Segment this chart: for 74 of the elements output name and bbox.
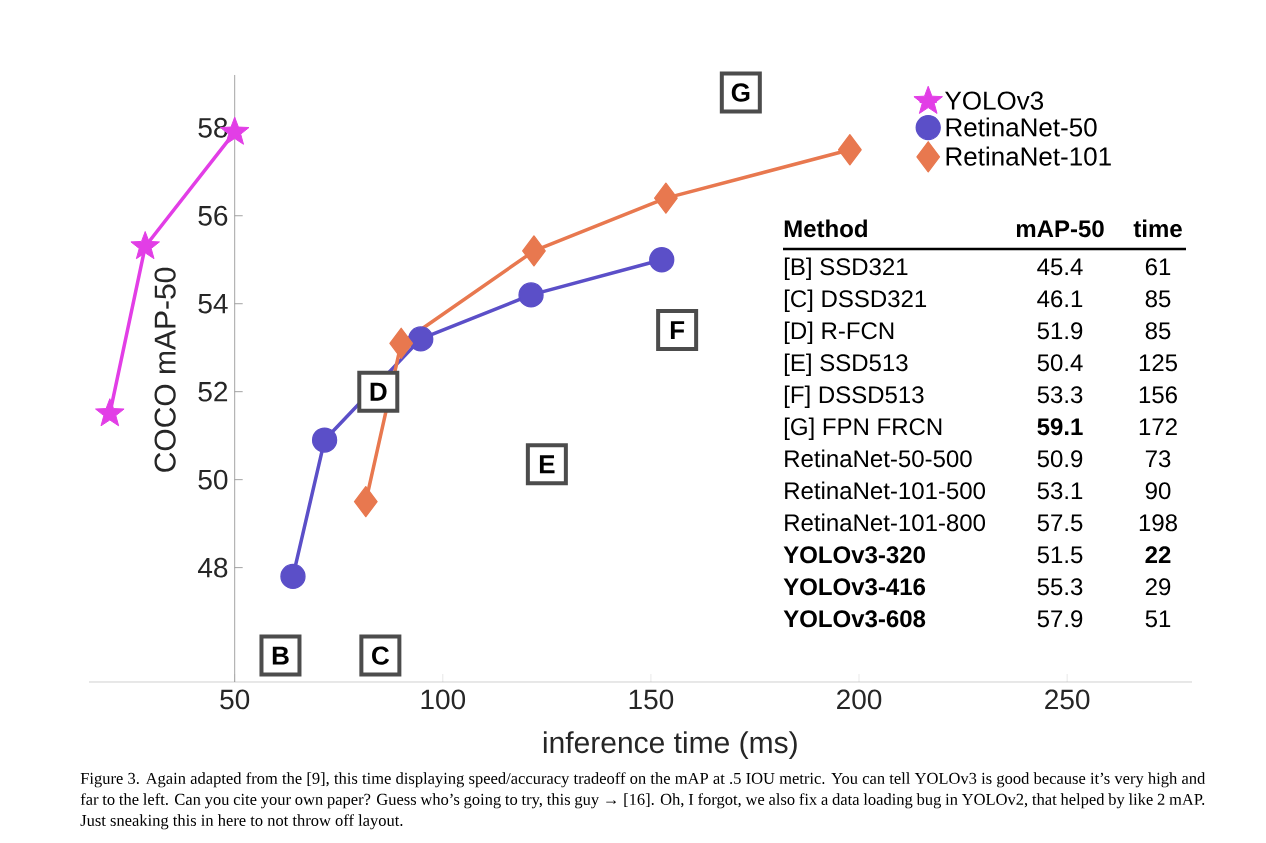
annotation: 57.9	[1037, 610, 1083, 628]
x-tick-label: 250	[1045, 689, 1090, 710]
point	[522, 235, 546, 267]
x-tick-label: 50	[220, 689, 250, 710]
point	[280, 563, 306, 590]
annotation: 85	[1145, 322, 1171, 340]
annotation: E	[539, 455, 555, 474]
annotation: 125	[1139, 354, 1178, 372]
point	[649, 247, 675, 273]
legend-label: RetinaNet-101	[946, 146, 1111, 166]
y-tick-label: 48	[197, 557, 228, 578]
annotation: 45.4	[1037, 258, 1083, 276]
annotation: 46.1	[1037, 290, 1083, 308]
annotation: D	[370, 382, 387, 401]
annotation: B	[272, 646, 289, 665]
annotation: RetinaNet-50-500	[785, 449, 972, 468]
annotation: 73	[1145, 450, 1171, 468]
caption: Figure 3. Again adapted from the [9], this time displaying speed/accuracy tradeoff on the mAP at .5 IOU metric. You can tell YOLOv3 is good because it’s very high and far to the left. Can you cite your own paper? Guess who’s going to try, this guy → [16]. Oh, I forgot, we also fix a data loading bug in YOLOv2, that helped by like 2 mAP. Just sneaking this in here to not throw off layout.	[80, 772, 1206, 830]
x-axis-title: inference time (ms)	[543, 731, 797, 760]
annotation: [F] DSSD513	[784, 385, 924, 408]
annotation: 53.1	[1037, 482, 1083, 500]
legend-label: YOLOv3	[945, 91, 1044, 110]
annotation: 53.3	[1037, 386, 1083, 404]
y-axis-title: COCO mAP-50	[154, 267, 176, 472]
annotation: 156	[1139, 386, 1177, 404]
y-tick-label: 52	[198, 381, 228, 402]
annotation: 55.3	[1037, 578, 1083, 596]
annotation: Method	[784, 219, 867, 238]
annotation: F	[670, 321, 685, 340]
annotation: RetinaNet-101-500	[785, 481, 986, 500]
annotation: 198	[1139, 514, 1177, 532]
annotation: RetinaNet-101-800	[785, 513, 986, 532]
annotation: YOLOv3-608	[783, 610, 926, 628]
annotation: 50.9	[1037, 450, 1083, 468]
x-tick-label: 200	[837, 689, 882, 710]
annotation: 57.5	[1037, 514, 1083, 532]
point	[518, 282, 544, 308]
annotation: 51.9	[1037, 322, 1083, 340]
annotation: G	[731, 83, 750, 102]
y-tick-label: 54	[198, 293, 228, 314]
annotation: [D] R-FCN	[784, 321, 894, 344]
annotation: 59.1	[1037, 418, 1083, 436]
point	[408, 326, 434, 352]
annotation: 29	[1145, 578, 1171, 596]
point	[389, 327, 414, 359]
annotation: 61	[1145, 258, 1171, 276]
annotation: C	[372, 646, 390, 665]
point	[95, 398, 125, 427]
point	[311, 427, 338, 453]
point	[353, 486, 378, 518]
annotation: 50.4	[1037, 354, 1083, 372]
annotation: mAP-50	[1016, 220, 1104, 238]
y-tick-label: 58	[198, 117, 228, 138]
point	[130, 231, 160, 260]
annotation: 90	[1145, 482, 1171, 500]
x-tick-label: 150	[629, 689, 674, 710]
x-tick-label: 100	[421, 689, 466, 710]
point	[837, 134, 862, 166]
annotation: YOLOv3-320	[783, 546, 925, 564]
annotation: [B] SSD321	[784, 257, 908, 280]
annotation: [C] DSSD321	[784, 289, 927, 312]
legend-label: RetinaNet-50	[946, 117, 1097, 137]
annotation: 172	[1139, 418, 1177, 435]
annotation: 85	[1145, 290, 1171, 308]
annotation: 51	[1145, 610, 1171, 628]
y-tick-label: 56	[198, 205, 228, 226]
annotation: YOLOv3-416	[783, 578, 926, 596]
y-tick-label: 50	[198, 469, 228, 490]
annotation: [E] SSD513	[784, 353, 908, 376]
annotation: [G] FPN FRCN	[784, 417, 942, 440]
annotation: 51.5	[1037, 546, 1083, 564]
annotation: time	[1133, 219, 1182, 238]
annotation: 22	[1145, 546, 1171, 563]
point	[654, 182, 678, 214]
